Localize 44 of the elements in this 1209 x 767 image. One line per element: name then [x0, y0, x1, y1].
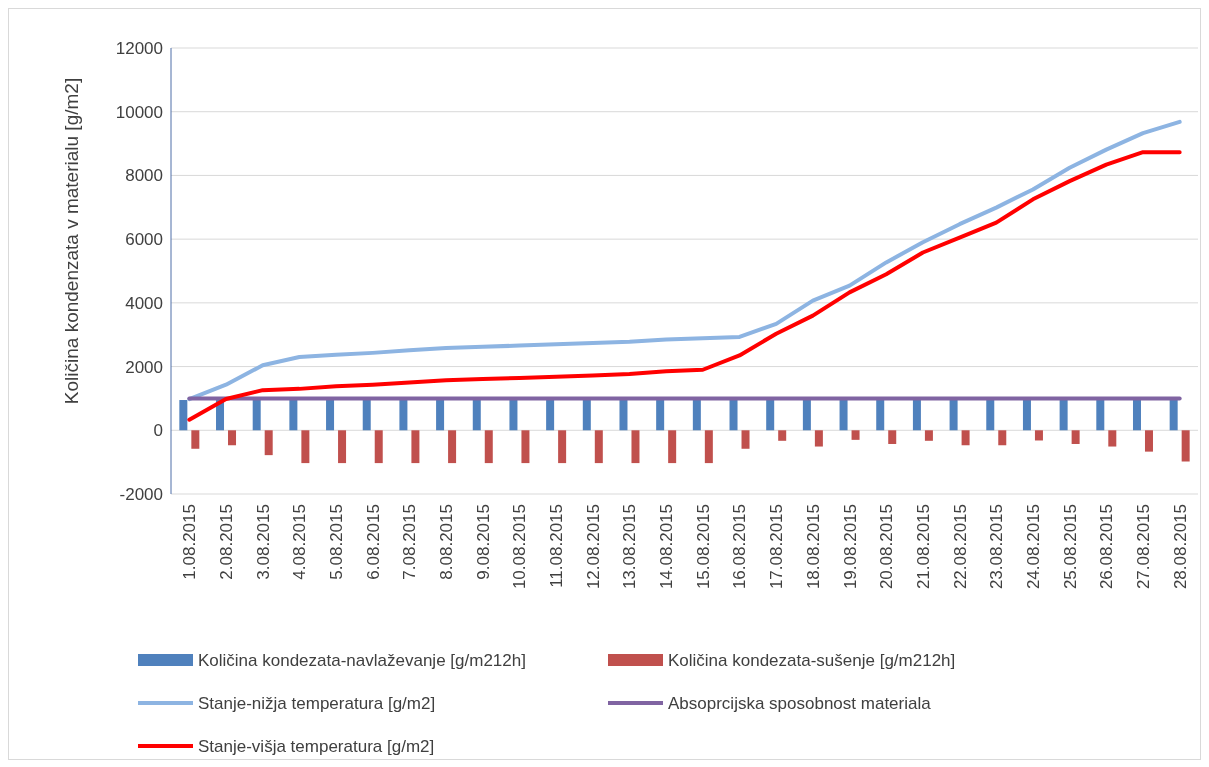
- x-tick-label: 20.08.2015: [877, 504, 897, 590]
- line-series: [187, 150, 1182, 422]
- y-tick-label: 12000: [115, 38, 163, 58]
- x-tick-label: 5.08.2015: [327, 504, 346, 580]
- x-tick-label: 15.08.2015: [693, 504, 713, 590]
- x-tick-label: 1.08.2015: [180, 504, 200, 580]
- x-tick-label: 9.08.2015: [473, 504, 493, 580]
- y-tick-label: 2000: [125, 357, 163, 377]
- x-tick-label: 2.08.2015: [216, 504, 236, 580]
- x-tick-label: 23.08.2015: [987, 504, 1007, 590]
- x-tick-label: 6.08.2015: [363, 504, 383, 580]
- x-tick-label: 22.08.2015: [950, 504, 970, 590]
- x-tick-label: 26.08.2015: [1097, 504, 1117, 590]
- x-tick-label: 8.08.2015: [437, 504, 457, 580]
- x-tick-label: 14.08.2015: [657, 504, 677, 590]
- x-tick-label: 3.08.2015: [253, 504, 273, 580]
- y-axis-title: Količina kondenzata v materialu [g/m2]: [61, 77, 82, 405]
- line-series: [187, 119, 1182, 402]
- legend-label: Stanje-višja temperatura [g/m2]: [198, 736, 435, 756]
- x-tick-label: 4.08.2015: [290, 504, 310, 580]
- y-tick-label: 0: [153, 421, 163, 441]
- x-tick-label: 10.08.2015: [510, 504, 530, 590]
- legend-label: Absoprcijska sposobnost materiala: [668, 693, 932, 713]
- x-tick-label: 7.08.2015: [400, 504, 420, 580]
- y-tick-label: 8000: [125, 166, 163, 186]
- x-tick-label: 19.08.2015: [840, 504, 860, 590]
- x-tick-label: 24.08.2015: [1023, 504, 1043, 590]
- x-tick-label: 11.08.2015: [547, 504, 567, 588]
- legend-label: Stanje-nižja temperatura [g/m2]: [198, 693, 436, 713]
- x-tick-label: 28.08.2015: [1170, 504, 1190, 590]
- x-tick-label: 17.08.2015: [767, 504, 787, 590]
- y-tick-label: -2000: [119, 484, 163, 504]
- x-tick-label: 27.08.2015: [1133, 504, 1153, 590]
- y-tick-label: 10000: [115, 102, 163, 122]
- x-tick-label: 12.08.2015: [583, 504, 603, 590]
- x-tick-label: 16.08.2015: [730, 504, 750, 590]
- x-tick-label: 13.08.2015: [620, 504, 640, 590]
- x-tick-label: 25.08.2015: [1060, 504, 1080, 590]
- x-tick-label: 18.08.2015: [803, 504, 823, 590]
- y-tick-label: 4000: [125, 293, 163, 313]
- legend-label: Količina kondezata-sušenje [g/m212h]: [668, 650, 956, 670]
- legend-label: Količina kondezata-navlaževanje [g/m212h]: [198, 650, 526, 670]
- x-tick-label: 21.08.2015: [913, 504, 933, 590]
- y-tick-label: 6000: [125, 230, 163, 250]
